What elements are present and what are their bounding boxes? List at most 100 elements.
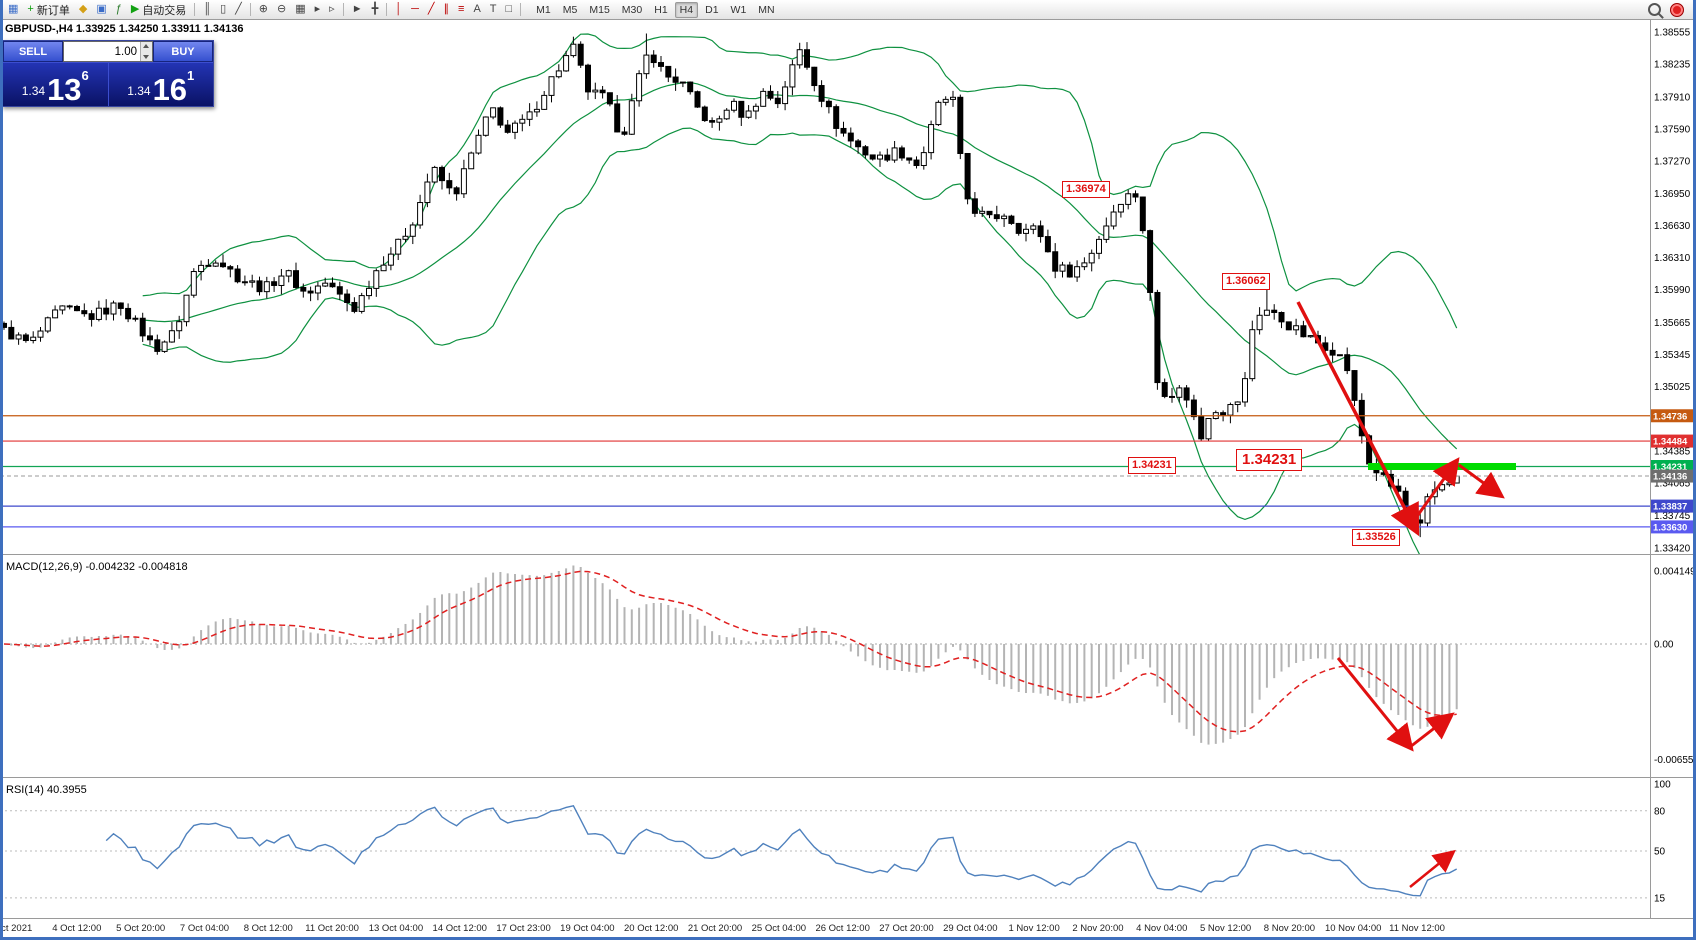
sell-price-sup: 6 <box>81 68 89 83</box>
crosshair-button[interactable]: ╋ <box>368 0 383 19</box>
indicators-button[interactable]: ƒ <box>112 0 126 19</box>
candle-chart-icon: ▯ <box>220 3 227 15</box>
new-order-label: 新订单 <box>36 4 70 17</box>
svg-text:1.34385: 1.34385 <box>1654 447 1691 458</box>
indicators-icon: ƒ <box>115 3 122 15</box>
svg-text:1.33837: 1.33837 <box>1653 502 1687 513</box>
sell-price[interactable]: 1.34 13 6 <box>3 63 108 106</box>
price-axis[interactable]: 1.38555 1.38235 1.37910 1.37590 1.37270 1.369… <box>1651 28 1696 905</box>
profile-icon: ◆ <box>78 3 88 15</box>
line-chart-button[interactable]: ╱ <box>231 0 246 19</box>
macd-title: MACD(12,26,9) -0.004232 -0.004818 <box>6 561 188 573</box>
autotrade-play-button[interactable]: ▶ 自动交易 <box>127 0 190 19</box>
price-annotation-label[interactable]: 1.33526 <box>1352 529 1400 546</box>
window-frame-right <box>1693 0 1696 940</box>
lot-size-field[interactable]: 1.00 <box>63 41 153 62</box>
lot-size-value[interactable]: 1.00 <box>114 45 137 58</box>
buy-button[interactable]: BUY <box>153 41 213 62</box>
svg-text:1.33745: 1.33745 <box>1654 511 1691 522</box>
tile-windows-button[interactable]: ▦ <box>291 0 309 19</box>
svg-text:26 Oct 12:00: 26 Oct 12:00 <box>815 923 869 934</box>
price-annotation-label[interactable]: 1.34231 <box>1236 449 1303 471</box>
candle-chart-button[interactable]: ▯ <box>216 0 230 19</box>
window-frame-bottom <box>0 937 1696 940</box>
rsi-title: RSI(14) 40.3955 <box>6 784 87 796</box>
cursor-icon: ► <box>351 3 363 15</box>
vertical-line-button[interactable]: │ <box>391 0 406 19</box>
svg-text:1.37270: 1.37270 <box>1654 157 1691 168</box>
text-button[interactable]: A <box>469 0 484 19</box>
channel-icon: ∥ <box>443 3 450 15</box>
timeframe-H1[interactable]: H1 <box>654 3 668 16</box>
trade-panel-controls: SELL 1.00 BUY <box>3 41 213 62</box>
autotrade-play-icon: ▶ <box>130 3 140 15</box>
timeframe-M5[interactable]: M5 <box>562 3 578 16</box>
lot-increment-icon[interactable] <box>141 42 152 52</box>
charts-window-button[interactable]: ▣ <box>92 0 110 19</box>
svg-text:0.004149: 0.004149 <box>1654 567 1696 578</box>
profile-button[interactable]: ◆ <box>75 0 91 19</box>
sell-button[interactable]: SELL <box>3 41 63 62</box>
charts-window-icon: ▣ <box>96 3 107 15</box>
svg-text:1.38555: 1.38555 <box>1654 28 1691 39</box>
search-icon[interactable] <box>1648 3 1661 16</box>
bar-chart-icon: ║ <box>203 3 212 15</box>
svg-text:21 Oct 20:00: 21 Oct 20:00 <box>688 923 742 934</box>
timeframe-D1[interactable]: D1 <box>705 3 719 16</box>
zoom-out-button[interactable]: ⊖ <box>273 0 290 19</box>
new-order-icon: + <box>27 3 34 15</box>
svg-text:1.33420: 1.33420 <box>1654 544 1691 555</box>
bar-chart-button[interactable]: ║ <box>199 0 215 19</box>
text-label-button[interactable]: T <box>486 0 501 19</box>
timeframe-W1[interactable]: W1 <box>730 3 747 16</box>
price-annotation-label[interactable]: 1.36062 <box>1222 273 1270 290</box>
toolbar-separator <box>249 3 251 16</box>
timeframe-M30[interactable]: M30 <box>621 3 643 16</box>
shapes-button[interactable]: □ <box>502 0 517 19</box>
timeframe-H4[interactable]: H4 <box>674 1 699 18</box>
timeframe-M1[interactable]: M1 <box>536 3 551 16</box>
svg-text:1.34231: 1.34231 <box>1653 462 1688 473</box>
price-annotation-label[interactable]: 1.36974 <box>1062 181 1110 198</box>
svg-text:29 Oct 04:00: 29 Oct 04:00 <box>943 923 997 934</box>
svg-text:19 Oct 04:00: 19 Oct 04:00 <box>560 923 614 934</box>
svg-text:25 Oct 04:00: 25 Oct 04:00 <box>752 923 806 934</box>
lot-decrement-icon[interactable] <box>141 51 152 61</box>
svg-text:4 Nov 04:00: 4 Nov 04:00 <box>1136 923 1187 934</box>
buy-price-big: 16 <box>152 71 188 107</box>
autotrade-play-label: 自动交易 <box>142 4 187 17</box>
zoom-in-button[interactable]: ⊕ <box>255 0 272 19</box>
svg-text:0.00: 0.00 <box>1654 640 1674 651</box>
cursor-button[interactable]: ► <box>348 0 367 19</box>
buy-price[interactable]: 1.34 16 1 <box>109 63 214 106</box>
lot-stepper[interactable] <box>140 42 152 61</box>
timeframe-MN[interactable]: MN <box>758 3 775 16</box>
time-axis[interactable]: Oct 2021 4 Oct 12:00 5 Oct 20:00 7 Oct 04:0… <box>0 923 1445 934</box>
chart-shift-button[interactable]: ▹ <box>325 0 339 19</box>
notifications-icon[interactable] <box>1670 2 1684 17</box>
trendline-button[interactable]: ╱ <box>424 0 439 19</box>
toolbar-separator <box>342 3 344 16</box>
timeframe-M15[interactable]: M15 <box>589 3 610 16</box>
new-order-button[interactable]: + 新订单 <box>23 0 73 19</box>
fibonacci-button[interactable]: ≡ <box>454 0 468 19</box>
svg-text:1.36630: 1.36630 <box>1654 221 1691 232</box>
price-annotation-label[interactable]: 1.34231 <box>1128 457 1176 474</box>
auto-scroll-button[interactable]: ▸ <box>311 0 325 19</box>
shapes-icon: □ <box>505 3 513 15</box>
trade-panel-prices: 1.34 13 6 1.34 16 1 <box>3 62 213 106</box>
trend-arrows[interactable] <box>1296 301 1505 888</box>
svg-text:1.36310: 1.36310 <box>1654 253 1691 264</box>
horizontal-line-button[interactable]: ─ <box>407 0 423 19</box>
sell-price-prefix: 1.34 <box>21 84 46 98</box>
svg-text:1.36950: 1.36950 <box>1654 189 1691 200</box>
chart-plus-button[interactable]: ▦ <box>4 0 22 19</box>
svg-text:1.34484: 1.34484 <box>1653 437 1688 448</box>
channel-button[interactable]: ∥ <box>440 0 454 19</box>
macd-indicator <box>0 565 1650 745</box>
svg-text:1.35345: 1.35345 <box>1654 350 1691 361</box>
zoom-out-icon: ⊖ <box>277 3 287 15</box>
svg-text:13 Oct 04:00: 13 Oct 04:00 <box>369 923 423 934</box>
svg-text:1.33630: 1.33630 <box>1653 522 1687 533</box>
